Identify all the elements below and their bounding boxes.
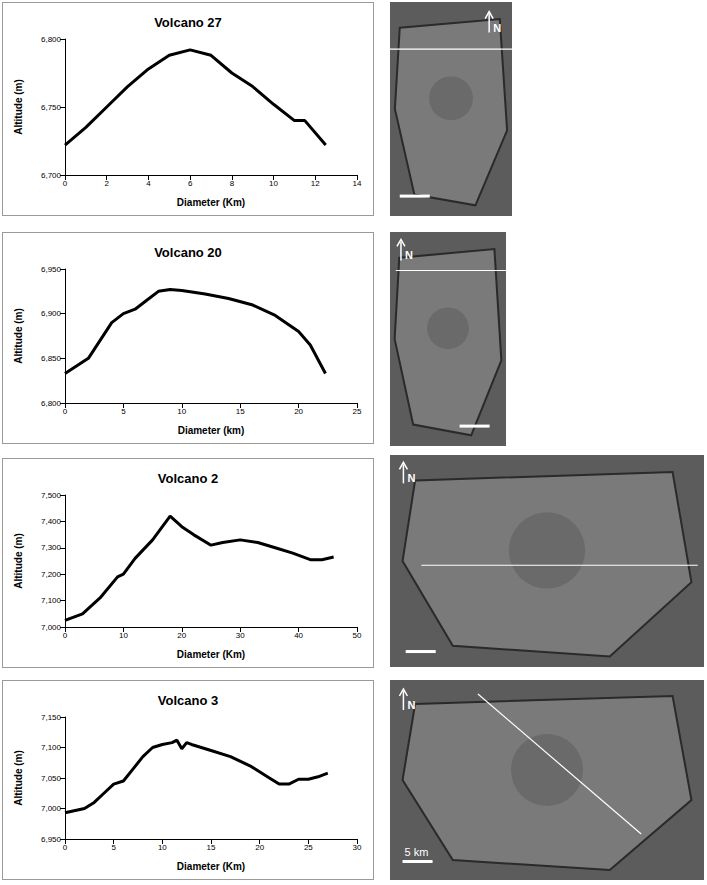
svg-text:5 km: 5 km xyxy=(405,846,429,858)
svg-text:Volcano 3: Volcano 3 xyxy=(158,693,218,708)
svg-text:Volcano 27: Volcano 27 xyxy=(154,15,222,30)
svg-text:0: 0 xyxy=(63,407,68,416)
svg-text:7,100: 7,100 xyxy=(41,743,62,752)
svg-text:2: 2 xyxy=(104,179,109,188)
svg-text:6,750: 6,750 xyxy=(41,103,62,112)
svg-text:14: 14 xyxy=(353,179,362,188)
svg-text:6,800: 6,800 xyxy=(41,35,62,44)
svg-text:0: 0 xyxy=(63,843,68,852)
svg-text:N: N xyxy=(407,472,415,484)
svg-text:0: 0 xyxy=(63,179,68,188)
svg-text:Volcano 2: Volcano 2 xyxy=(158,471,218,486)
svg-text:Altitude (m): Altitude (m) xyxy=(13,79,24,135)
svg-text:Volcano 20: Volcano 20 xyxy=(154,245,222,260)
svg-text:7,200: 7,200 xyxy=(41,570,62,579)
svg-text:7,500: 7,500 xyxy=(41,491,62,500)
svg-text:10: 10 xyxy=(119,631,128,640)
svg-text:25: 25 xyxy=(304,843,313,852)
svg-text:6: 6 xyxy=(188,179,193,188)
svg-text:4: 4 xyxy=(146,179,151,188)
svg-text:8: 8 xyxy=(230,179,235,188)
svg-text:30: 30 xyxy=(236,631,245,640)
svg-text:Diameter (Km): Diameter (Km) xyxy=(177,197,245,208)
svg-text:20: 20 xyxy=(177,631,186,640)
svg-text:10: 10 xyxy=(269,179,278,188)
svg-text:7,050: 7,050 xyxy=(41,774,62,783)
svg-text:0: 0 xyxy=(63,631,68,640)
svg-text:10: 10 xyxy=(158,843,167,852)
svg-text:6,800: 6,800 xyxy=(41,399,62,408)
svg-text:12: 12 xyxy=(311,179,320,188)
svg-text:7,150: 7,150 xyxy=(41,713,62,722)
svg-text:50: 50 xyxy=(353,631,362,640)
svg-text:6,850: 6,850 xyxy=(41,354,62,363)
svg-text:Altitude (m): Altitude (m) xyxy=(13,533,24,589)
svg-text:7,000: 7,000 xyxy=(41,804,62,813)
svg-text:Diameter (km): Diameter (km) xyxy=(178,425,245,436)
svg-text:15: 15 xyxy=(207,843,216,852)
svg-text:Diameter (Km): Diameter (Km) xyxy=(177,861,245,872)
svg-text:20: 20 xyxy=(255,843,264,852)
svg-text:7,100: 7,100 xyxy=(41,596,62,605)
svg-text:7,300: 7,300 xyxy=(41,543,62,552)
svg-text:25: 25 xyxy=(353,407,362,416)
svg-text:30: 30 xyxy=(353,843,362,852)
svg-text:6,950: 6,950 xyxy=(41,835,62,844)
svg-text:Altitude (m): Altitude (m) xyxy=(13,308,24,364)
svg-text:Diameter (Km): Diameter (Km) xyxy=(177,649,245,660)
svg-text:5: 5 xyxy=(121,407,126,416)
svg-text:N: N xyxy=(405,249,413,261)
svg-text:Altitude (m): Altitude (m) xyxy=(13,750,24,806)
svg-text:N: N xyxy=(407,699,415,711)
svg-text:6,700: 6,700 xyxy=(41,171,62,180)
svg-text:6,950: 6,950 xyxy=(41,265,62,274)
svg-text:7,000: 7,000 xyxy=(41,623,62,632)
svg-text:5: 5 xyxy=(111,843,116,852)
svg-text:7,400: 7,400 xyxy=(41,517,62,526)
svg-text:40: 40 xyxy=(294,631,303,640)
svg-text:10: 10 xyxy=(177,407,186,416)
svg-text:15: 15 xyxy=(236,407,245,416)
svg-text:N: N xyxy=(493,22,501,34)
svg-text:6,900: 6,900 xyxy=(41,309,62,318)
svg-text:20: 20 xyxy=(294,407,303,416)
